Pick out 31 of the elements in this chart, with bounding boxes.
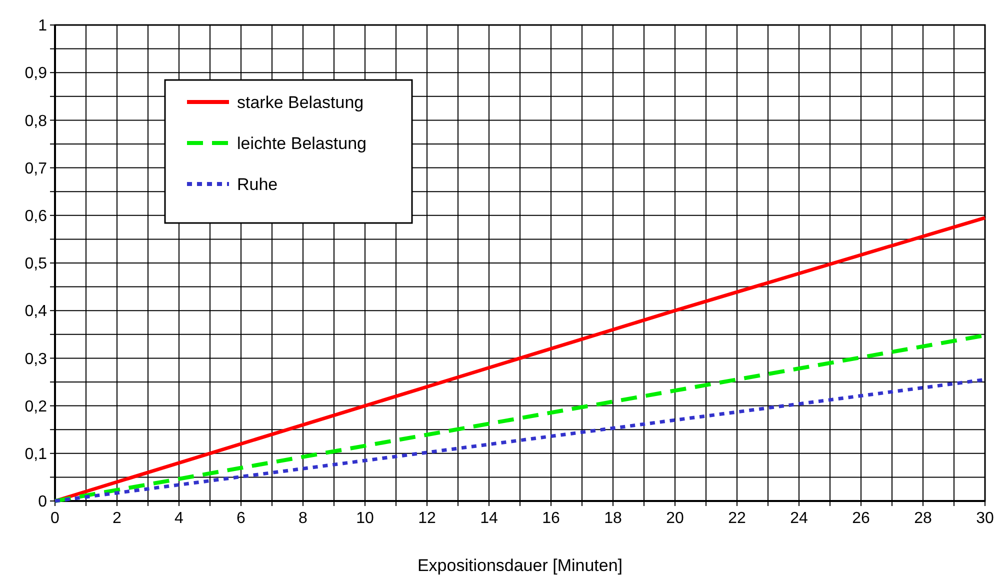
x-tick-label: 6 xyxy=(236,510,246,527)
y-tick-label: 0,9 xyxy=(24,65,48,82)
x-tick-label: 22 xyxy=(728,510,746,527)
x-tick-label: 2 xyxy=(112,510,122,527)
x-tick-label: 12 xyxy=(418,510,436,527)
x-tick-label: 18 xyxy=(604,510,622,527)
x-tick-label: 28 xyxy=(914,510,932,527)
x-tick-label: 8 xyxy=(298,510,308,527)
y-tick-label: 0,8 xyxy=(24,112,48,130)
y-tick-label: 0,6 xyxy=(24,208,48,225)
y-tick-label: 0,5 xyxy=(24,256,48,273)
y-tick-label: 1 xyxy=(38,18,48,35)
legend-label: leichte Belastung xyxy=(237,134,366,153)
y-tick-label: 0,1 xyxy=(24,446,48,463)
x-tick-label: 30 xyxy=(976,510,994,527)
x-tick-label: 4 xyxy=(174,510,184,527)
y-tick-label: 0,4 xyxy=(24,303,48,320)
legend-label: starke Belastung xyxy=(237,92,364,112)
x-tick-label: 20 xyxy=(666,510,684,527)
y-tick-label: 0,7 xyxy=(24,160,48,178)
y-tick-label: 0 xyxy=(38,494,48,511)
x-tick-label: 14 xyxy=(480,510,498,527)
x-tick-label: 16 xyxy=(542,510,560,527)
x-tick-label: 0 xyxy=(50,510,60,527)
x-axis-title: Expositionsdauer [Minuten] xyxy=(417,556,623,575)
x-tick-label: 10 xyxy=(356,510,374,527)
y-tick-label: 0,3 xyxy=(24,350,48,368)
x-tick-label: 26 xyxy=(852,510,870,527)
x-tick-label: 24 xyxy=(790,510,808,527)
legend-label: Ruhe xyxy=(237,174,278,194)
y-tick-label: 0,2 xyxy=(24,398,48,416)
